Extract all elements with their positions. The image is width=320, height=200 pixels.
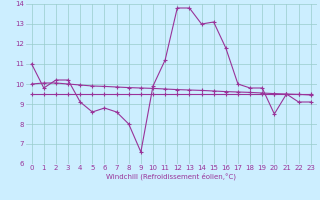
X-axis label: Windchill (Refroidissement éolien,°C): Windchill (Refroidissement éolien,°C) — [106, 173, 236, 180]
